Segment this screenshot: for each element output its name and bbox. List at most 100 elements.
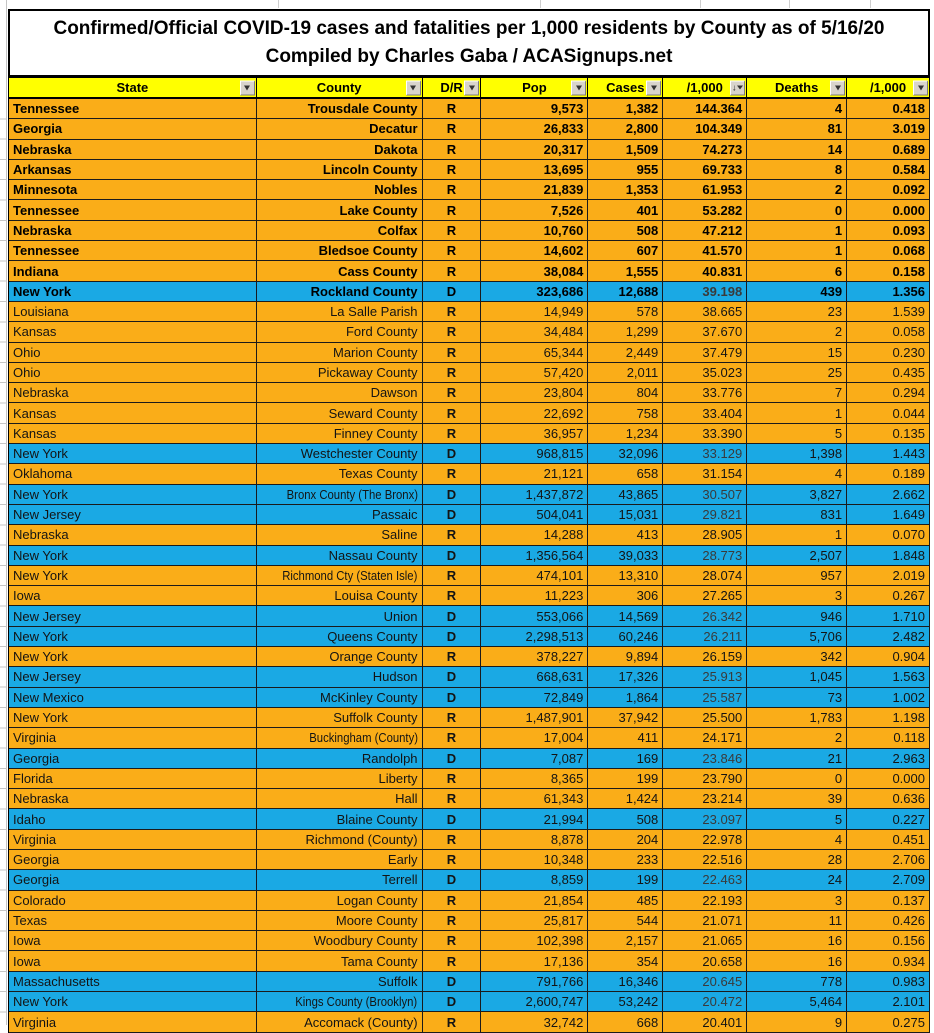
cell-party[interactable]: D bbox=[423, 809, 482, 829]
cell-pop[interactable]: 102,398 bbox=[481, 931, 589, 951]
cell-pop[interactable]: 8,365 bbox=[481, 768, 589, 789]
cell-county[interactable]: Kings County (Brooklyn) bbox=[257, 992, 423, 1012]
cell-deaths-per-1000[interactable]: 0.435 bbox=[847, 362, 930, 383]
cell-pop[interactable]: 22,692 bbox=[481, 403, 589, 423]
cell-pop[interactable]: 7,526 bbox=[481, 200, 589, 220]
cell-pop[interactable]: 378,227 bbox=[481, 647, 589, 667]
cell-cases[interactable]: 14,569 bbox=[588, 606, 664, 626]
cell-deaths[interactable]: 39 bbox=[747, 789, 848, 809]
cell-cases-per-1000[interactable]: 31.154 bbox=[663, 464, 748, 484]
cell-county[interactable]: Marion County bbox=[257, 342, 423, 362]
cell-cases[interactable]: 668 bbox=[588, 1012, 664, 1032]
cell-pop[interactable]: 32,742 bbox=[481, 1012, 589, 1032]
cell-deaths-per-1000[interactable]: 0.000 bbox=[847, 768, 930, 789]
cell-deaths[interactable]: 1,045 bbox=[747, 667, 848, 687]
cell-deaths[interactable]: 5 bbox=[747, 809, 848, 829]
cell-pop[interactable]: 13,695 bbox=[481, 159, 589, 180]
column-header-county[interactable]: County bbox=[257, 78, 423, 97]
cell-pop[interactable]: 65,344 bbox=[481, 342, 589, 362]
cell-cases[interactable]: 955 bbox=[588, 159, 664, 180]
cell-cases-per-1000[interactable]: 61.953 bbox=[663, 180, 748, 200]
cell-state[interactable]: Georgia bbox=[9, 119, 257, 139]
cell-county[interactable]: McKinley County bbox=[257, 687, 423, 707]
cell-cases[interactable]: 1,864 bbox=[588, 687, 664, 707]
cell-cases[interactable]: 485 bbox=[588, 890, 664, 910]
cell-deaths-per-1000[interactable]: 0.156 bbox=[847, 931, 930, 951]
cell-pop[interactable]: 474,101 bbox=[481, 565, 589, 586]
cell-deaths-per-1000[interactable]: 2.019 bbox=[847, 565, 930, 586]
cell-state[interactable]: Georgia bbox=[9, 849, 257, 870]
cell-cases[interactable]: 804 bbox=[588, 383, 664, 403]
cell-pop[interactable]: 14,602 bbox=[481, 241, 589, 261]
cell-deaths-per-1000[interactable]: 0.451 bbox=[847, 829, 930, 849]
cell-deaths[interactable]: 1 bbox=[747, 403, 848, 423]
cell-cases-per-1000[interactable]: 26.342 bbox=[663, 606, 748, 626]
cell-cases-per-1000[interactable]: 30.507 bbox=[663, 484, 748, 504]
cell-deaths[interactable]: 0 bbox=[747, 768, 848, 789]
cell-deaths[interactable]: 3,827 bbox=[747, 484, 848, 504]
cell-deaths[interactable]: 5,464 bbox=[747, 992, 848, 1012]
cell-deaths-per-1000[interactable]: 2.101 bbox=[847, 992, 930, 1012]
cell-cases-per-1000[interactable]: 37.479 bbox=[663, 342, 748, 362]
cell-deaths-per-1000[interactable]: 0.689 bbox=[847, 139, 930, 159]
cell-cases-per-1000[interactable]: 144.364 bbox=[663, 99, 748, 119]
cell-pop[interactable]: 14,288 bbox=[481, 525, 589, 545]
cell-state[interactable]: Oklahoma bbox=[9, 464, 257, 484]
cell-deaths-per-1000[interactable]: 3.019 bbox=[847, 119, 930, 139]
cell-deaths[interactable]: 28 bbox=[747, 849, 848, 870]
cell-state[interactable]: New York bbox=[9, 545, 257, 565]
cell-state[interactable]: Tennessee bbox=[9, 200, 257, 220]
cell-deaths-per-1000[interactable]: 1.563 bbox=[847, 667, 930, 687]
cell-cases[interactable]: 53,242 bbox=[588, 992, 664, 1012]
cell-cases[interactable]: 658 bbox=[588, 464, 664, 484]
cell-cases-per-1000[interactable]: 23.790 bbox=[663, 768, 748, 789]
cell-county[interactable]: Lake County bbox=[257, 200, 423, 220]
cell-deaths[interactable]: 21 bbox=[747, 748, 848, 768]
cell-state[interactable]: New York bbox=[9, 707, 257, 728]
cell-pop[interactable]: 323,686 bbox=[481, 281, 589, 301]
cell-cases[interactable]: 1,234 bbox=[588, 423, 664, 444]
cell-cases[interactable]: 199 bbox=[588, 870, 664, 890]
cell-cases-per-1000[interactable]: 25.913 bbox=[663, 667, 748, 687]
cell-cases-per-1000[interactable]: 33.390 bbox=[663, 423, 748, 444]
cell-county[interactable]: Trousdale County bbox=[257, 99, 423, 119]
cell-party[interactable]: R bbox=[423, 403, 482, 423]
cell-cases-per-1000[interactable]: 33.129 bbox=[663, 444, 748, 464]
cell-party[interactable]: D bbox=[423, 545, 482, 565]
cell-deaths[interactable]: 15 bbox=[747, 342, 848, 362]
cell-cases[interactable]: 354 bbox=[588, 951, 664, 971]
cell-state[interactable]: Kansas bbox=[9, 423, 257, 444]
cell-state[interactable]: New York bbox=[9, 992, 257, 1012]
cell-cases-per-1000[interactable]: 39.198 bbox=[663, 281, 748, 301]
cell-cases-per-1000[interactable]: 21.071 bbox=[663, 910, 748, 931]
cell-deaths-per-1000[interactable]: 0.000 bbox=[847, 200, 930, 220]
cell-pop[interactable]: 25,817 bbox=[481, 910, 589, 931]
cell-cases-per-1000[interactable]: 29.821 bbox=[663, 504, 748, 525]
cell-party[interactable]: R bbox=[423, 423, 482, 444]
cell-deaths[interactable]: 8 bbox=[747, 159, 848, 180]
cell-deaths-per-1000[interactable]: 2.963 bbox=[847, 748, 930, 768]
cell-county[interactable]: Dakota bbox=[257, 139, 423, 159]
cell-party[interactable]: R bbox=[423, 180, 482, 200]
cell-cases[interactable]: 508 bbox=[588, 809, 664, 829]
cell-deaths-per-1000[interactable]: 1.649 bbox=[847, 504, 930, 525]
cell-state[interactable]: Nebraska bbox=[9, 525, 257, 545]
cell-deaths-per-1000[interactable]: 2.482 bbox=[847, 626, 930, 647]
cell-deaths-per-1000[interactable]: 0.418 bbox=[847, 99, 930, 119]
cell-cases[interactable]: 1,424 bbox=[588, 789, 664, 809]
cell-deaths-per-1000[interactable]: 0.275 bbox=[847, 1012, 930, 1032]
cell-cases-per-1000[interactable]: 20.472 bbox=[663, 992, 748, 1012]
cell-cases[interactable]: 544 bbox=[588, 910, 664, 931]
cell-party[interactable]: R bbox=[423, 464, 482, 484]
cell-state[interactable]: Arkansas bbox=[9, 159, 257, 180]
filter-dropdown-button[interactable] bbox=[571, 80, 587, 95]
column-header-pop[interactable]: Pop bbox=[481, 78, 589, 97]
cell-state[interactable]: New Jersey bbox=[9, 504, 257, 525]
cell-cases-per-1000[interactable]: 26.211 bbox=[663, 626, 748, 647]
column-header-state[interactable]: State bbox=[9, 78, 257, 97]
cell-pop[interactable]: 504,041 bbox=[481, 504, 589, 525]
cell-cases[interactable]: 2,157 bbox=[588, 931, 664, 951]
cell-state[interactable]: Ohio bbox=[9, 342, 257, 362]
cell-state[interactable]: Indiana bbox=[9, 261, 257, 281]
cell-state[interactable]: Kansas bbox=[9, 322, 257, 342]
